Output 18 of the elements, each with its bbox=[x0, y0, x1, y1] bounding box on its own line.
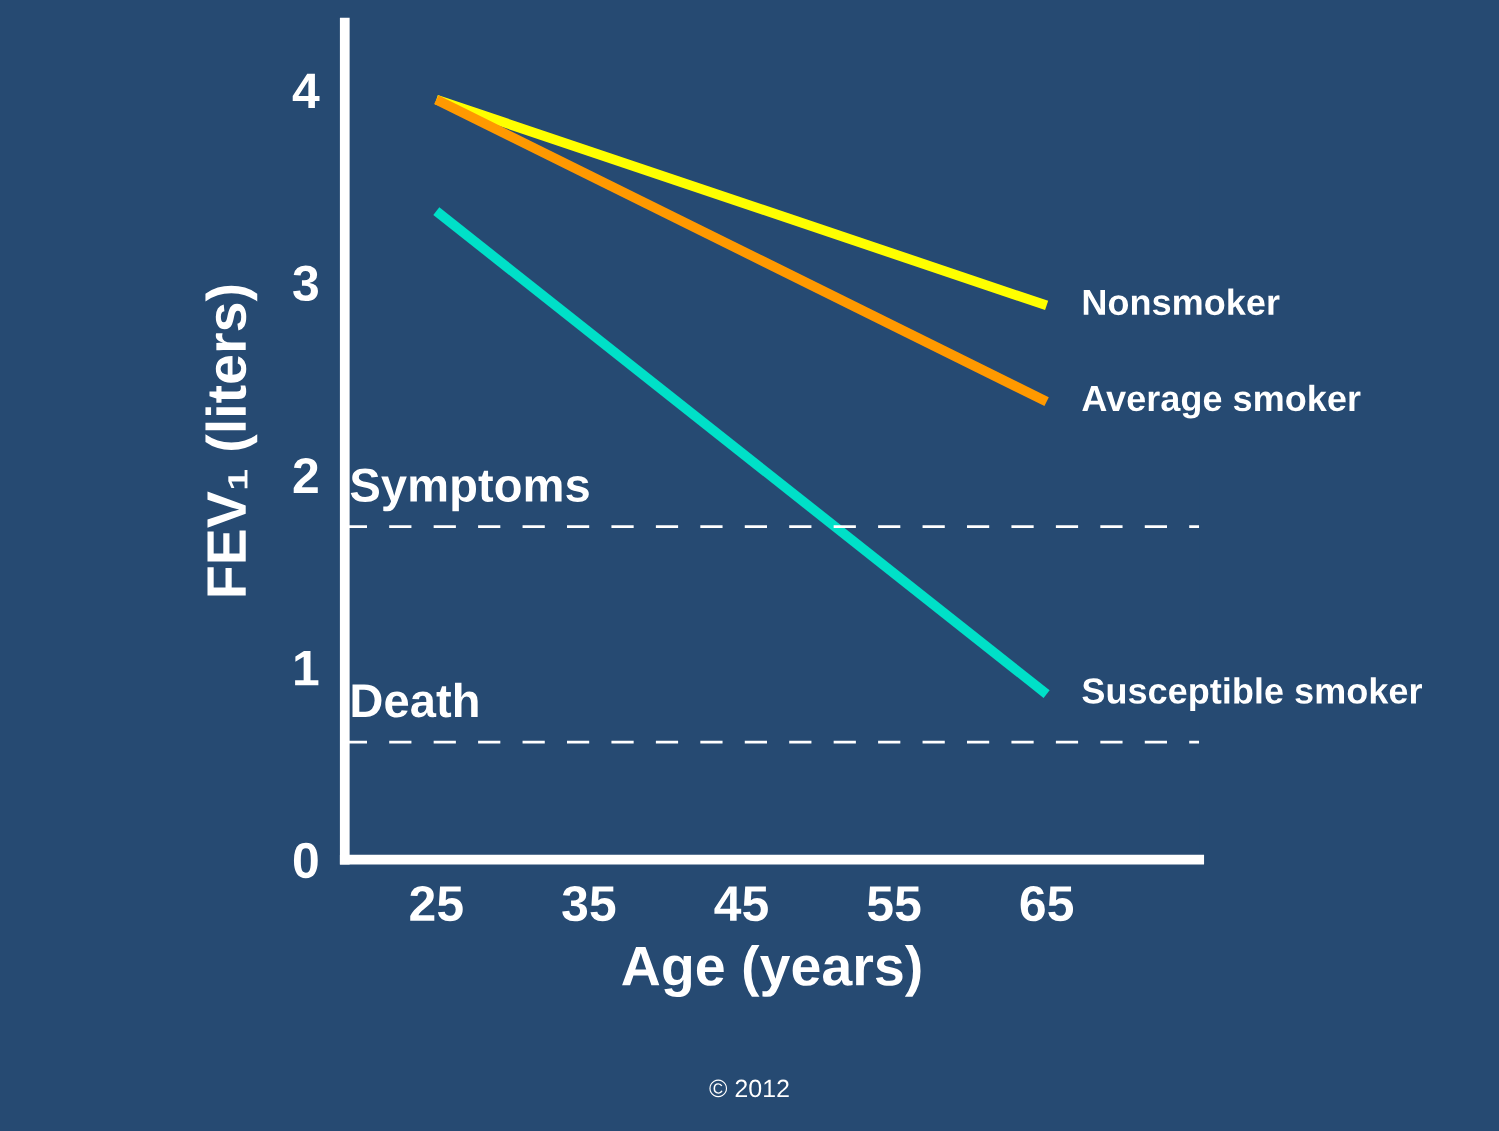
y-tick-label: 3 bbox=[293, 265, 318, 302]
x-axis-title: Age (years) bbox=[622, 945, 921, 998]
y-tick-label: 1 bbox=[295, 650, 319, 686]
y-axis-title: FEV₁ (liters) bbox=[205, 285, 258, 596]
x-tick-label: 25 bbox=[410, 885, 463, 922]
series-label: Nonsmoker bbox=[1083, 288, 1280, 316]
x-tick-label: 45 bbox=[714, 886, 768, 922]
x-tick-label: 35 bbox=[562, 885, 616, 922]
series-label: Susceptible smoker bbox=[1082, 677, 1422, 711]
y-tick-label: 0 bbox=[293, 842, 318, 879]
text: © 2012 bbox=[709, 1079, 789, 1098]
ref-line-label: Symptoms bbox=[350, 468, 589, 512]
ref-line-label: Death bbox=[352, 682, 478, 718]
y-tick-label: 4 bbox=[292, 73, 320, 109]
y-tick-label: 2 bbox=[293, 457, 318, 493]
x-tick-label: 65 bbox=[1020, 885, 1074, 922]
x-tick-label: 55 bbox=[867, 886, 921, 922]
series-label: Average smoker bbox=[1082, 384, 1361, 419]
